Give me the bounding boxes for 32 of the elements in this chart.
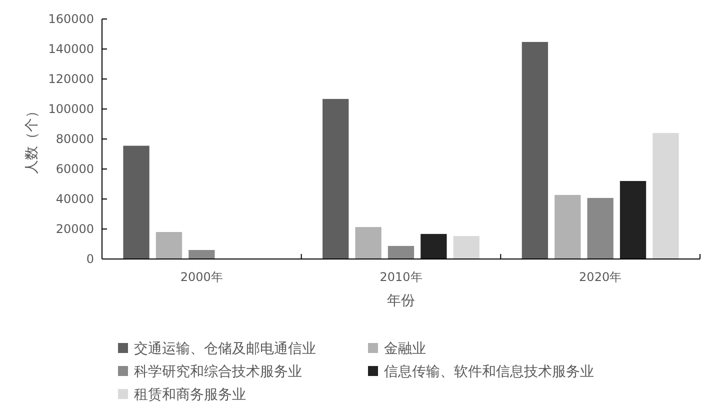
x-tick-label: 2010年 (380, 270, 422, 284)
bar (123, 146, 150, 259)
x-tick-label: 2020年 (579, 270, 622, 284)
y-tick-label: 120000 (48, 72, 94, 86)
legend-label: 信息传输、软件和信息技术服务业 (384, 364, 594, 380)
y-tick-label: 60000 (56, 162, 94, 176)
y-tick-label: 100000 (48, 102, 94, 116)
y-tick-label: 160000 (48, 12, 94, 26)
y-tick-label: 20000 (56, 222, 94, 236)
y-axis-title: 人数（个） (24, 104, 40, 174)
x-axis-title: 年份 (387, 293, 415, 309)
bar (522, 42, 548, 259)
legend-label: 交通运输、仓储及邮电通信业 (134, 340, 316, 357)
y-tick-label: 40000 (56, 192, 94, 206)
legend-label: 金融业 (384, 340, 426, 357)
bar (156, 232, 182, 259)
y-tick-label: 140000 (48, 42, 94, 56)
bar (188, 250, 215, 259)
bar (355, 227, 382, 259)
bar (620, 181, 646, 259)
bar (322, 98, 349, 259)
bar (453, 236, 480, 259)
bar (554, 194, 581, 259)
legend-label: 租赁和商务服务业 (134, 386, 246, 403)
y-tick-label: 80000 (56, 132, 94, 146)
y-tick-label: 0 (86, 252, 94, 266)
bar (587, 198, 614, 259)
x-tick-label: 2000年 (180, 270, 223, 284)
legend-label: 科学研究和综合技术服务业 (134, 364, 302, 380)
bar (388, 246, 414, 259)
bar (420, 234, 447, 259)
bar (652, 133, 679, 259)
